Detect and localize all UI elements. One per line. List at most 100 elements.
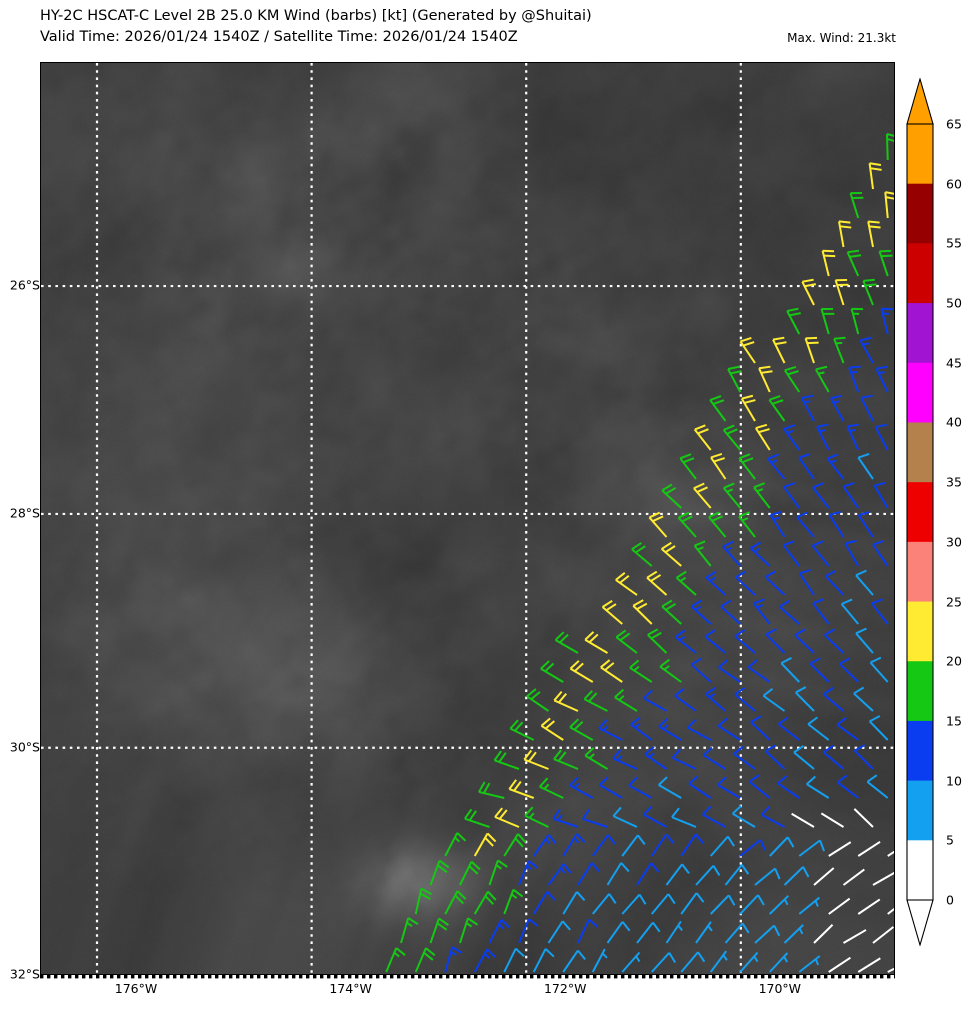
x-axis-label-1: 174°W	[311, 981, 391, 996]
wind-barb	[585, 632, 607, 653]
wind-barb	[810, 658, 828, 682]
wind-barb	[490, 860, 508, 885]
wind-barb	[740, 338, 755, 363]
wind-barb	[751, 716, 770, 740]
wind-barb	[659, 719, 681, 740]
wind-barb	[848, 251, 861, 276]
wind-barb	[540, 778, 563, 798]
wind-barb	[386, 948, 405, 972]
wind-barb	[479, 782, 504, 798]
wind-barb	[855, 745, 873, 769]
wind-barb	[613, 807, 637, 827]
wind-barb	[495, 808, 519, 827]
wind-barb	[631, 718, 652, 740]
wind-barb	[808, 717, 829, 740]
wind-barb	[549, 921, 571, 943]
wind-barb	[829, 958, 851, 972]
wind-barb	[724, 483, 741, 508]
wind-barb	[622, 895, 645, 914]
wind-barb	[876, 367, 887, 392]
wind-barb	[770, 896, 789, 914]
wind-barb	[703, 748, 725, 769]
wind-barb	[667, 921, 683, 943]
wind-barb	[675, 689, 696, 711]
wind-barb	[711, 836, 734, 856]
wind-barb	[541, 661, 563, 682]
wind-barb	[652, 834, 674, 856]
wind-barb	[616, 630, 637, 653]
wind-barb	[734, 747, 755, 769]
wind-barb	[632, 543, 652, 566]
wind-barb	[504, 890, 522, 914]
wind-barb	[652, 894, 675, 914]
wind-barb	[465, 809, 490, 827]
wind-barb	[723, 542, 740, 566]
wind-barb	[527, 689, 548, 711]
colorbar-tick-25: 25	[946, 594, 962, 609]
wind-barb	[794, 746, 814, 769]
wind-barb	[695, 541, 711, 566]
wind-barb	[751, 542, 770, 566]
wind-barb	[799, 840, 824, 856]
wind-barb	[817, 425, 829, 450]
wind-barb	[475, 833, 496, 856]
wind-barb	[748, 660, 769, 682]
wind-barb	[807, 777, 829, 798]
wind-barb	[887, 134, 895, 160]
wind-barb	[599, 720, 622, 740]
wind-barb	[637, 863, 659, 885]
wind-barb	[593, 949, 607, 972]
colorbar-tick-40: 40	[946, 415, 962, 430]
wind-barb	[445, 947, 462, 972]
wind-barb	[873, 927, 893, 943]
colorbar-tick-10: 10	[946, 773, 962, 788]
wind-barb	[739, 512, 755, 537]
wind-barb	[849, 367, 860, 392]
wind-barb	[494, 751, 519, 769]
wind-barb	[445, 833, 465, 856]
wind-barb	[681, 952, 704, 972]
wind-barb	[770, 953, 788, 972]
wind-barb	[759, 367, 772, 392]
wind-barb	[401, 918, 418, 943]
wind-barb	[859, 512, 873, 537]
wind-barb	[460, 862, 480, 885]
wind-barb	[679, 513, 696, 537]
wind-barb	[431, 918, 449, 943]
wind-barb	[885, 192, 895, 218]
wind-barb	[858, 899, 880, 914]
wind-barb	[814, 925, 833, 943]
wind-barb	[645, 747, 666, 769]
wind-barb	[613, 750, 637, 769]
wind-barb	[799, 898, 819, 914]
wind-barb	[584, 691, 607, 711]
wind-barb	[622, 835, 644, 856]
y-axis-label-2: 30°S	[4, 739, 40, 754]
wind-barb	[681, 834, 703, 856]
wind-barb	[736, 571, 755, 595]
wind-barb	[856, 571, 873, 595]
wind-barb	[726, 865, 749, 885]
wind-barb	[705, 630, 725, 653]
wind-barb	[490, 920, 510, 943]
wind-barb	[780, 601, 800, 624]
wind-barb	[739, 454, 755, 479]
wind-barb	[766, 571, 785, 595]
wind-barb	[445, 891, 465, 914]
wind-barb	[860, 338, 873, 363]
wind-barb	[784, 425, 799, 450]
wind-barb	[766, 629, 784, 653]
wind-barb	[773, 338, 786, 363]
wind-barb	[510, 720, 533, 740]
wind-barb	[673, 749, 696, 769]
x-axis-label-2: 172°W	[525, 981, 605, 996]
wind-barb	[706, 572, 725, 595]
wind-barb	[800, 570, 814, 595]
wind-barb	[578, 919, 598, 943]
wind-barb	[622, 953, 639, 972]
wind-barb	[616, 573, 637, 595]
wind-barb	[672, 808, 696, 827]
figure-subtitle: Valid Time: 2026/01/24 1540Z / Satellite…	[40, 27, 760, 48]
